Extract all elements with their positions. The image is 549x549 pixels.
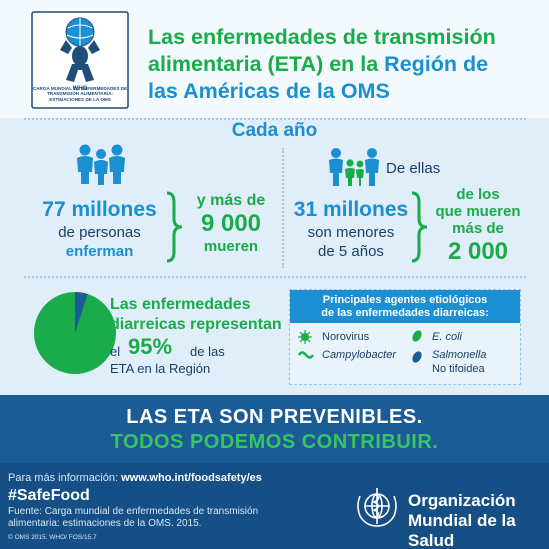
- left-line3: enferman: [65, 243, 134, 260]
- title-line1: Las enfermedades de transmisión: [148, 25, 496, 49]
- salmonella-icon: [412, 351, 422, 363]
- left-deaths-line1: y más de: [196, 192, 266, 209]
- divider-middle: [24, 276, 526, 278]
- people-icon: [77, 144, 125, 185]
- diarrhea-de-las: de las: [190, 344, 225, 359]
- divider-vertical: [282, 148, 284, 268]
- right-deaths-line3: más de: [452, 220, 504, 237]
- left-brace-icon: [166, 191, 183, 263]
- who-emblem-icon: [357, 488, 397, 527]
- agents-heading-line1: Principales agentes etiológicos: [322, 294, 488, 306]
- diarrhea-percent: 95%: [128, 334, 173, 359]
- ecoli-icon: [412, 330, 422, 342]
- banner-line1: LAS ETA SON PREVENIBLES.: [126, 406, 423, 428]
- footer-info-label: Para más información:: [8, 472, 122, 484]
- atlas-logo-icon: WHO: [31, 11, 129, 109]
- copyright: © OMS 2015. WHO/ FOS/15.7: [8, 534, 97, 541]
- source-line2: alimentaria: estimaciones de la OMS. 201…: [8, 518, 202, 529]
- banner-line2: TODOS PODEMOS CONTRIBUIR.: [110, 431, 439, 453]
- agents-heading: Principales agentes etiológicos de las e…: [290, 290, 520, 323]
- agent-ecoli: E. coli: [432, 331, 462, 343]
- footer: [0, 463, 549, 549]
- agents-box: Principales agentes etiológicos de las e…: [289, 289, 521, 385]
- agent-norovirus: Norovirus: [322, 331, 370, 343]
- right-big-number: 31 millones: [293, 198, 409, 221]
- norovirus-icon: [298, 330, 312, 344]
- stats-heading: Cada año: [231, 120, 318, 141]
- left-deaths-line3: mueren: [203, 238, 259, 255]
- pie-slice-minor: [75, 292, 88, 333]
- logo-caption: CARGA MUNDIAL DE ENFERMEDADES DE TRANSMI…: [32, 86, 128, 102]
- diarrhea-line2: diarreicas representan: [110, 316, 282, 333]
- footer-info-link[interactable]: www.who.int/foodsafety/es: [121, 472, 262, 484]
- org-line1: Organización: [408, 491, 516, 510]
- campylobacter-icon: [298, 351, 314, 359]
- left-big-number: 77 millones: [42, 198, 157, 221]
- diarrhea-line1: Las enfermedades: [110, 296, 251, 313]
- title-line2b: Región de: [384, 52, 489, 76]
- left-line2: de personas: [58, 224, 141, 241]
- left-deaths-number: 9 000: [200, 210, 262, 237]
- right-deaths-number: 2 000: [447, 238, 509, 265]
- agents-heading-line2: de las enfermedades diarreicas:: [321, 307, 489, 319]
- right-line2: son menores: [307, 224, 395, 241]
- agent-salmonella: Salmonella: [432, 349, 487, 361]
- right-line3: de 5 años: [318, 243, 384, 260]
- title-line2a: alimentaria (ETA) en la: [148, 52, 385, 76]
- diarrhea-pie-chart: [34, 292, 116, 374]
- right-deaths-line2: que mueren: [435, 203, 521, 220]
- page-title: Las enfermedades de transmisión alimenta…: [148, 24, 540, 105]
- agent-no-tifoidea: No tifoidea: [432, 363, 485, 375]
- diarrhea-el: el: [110, 344, 121, 359]
- agent-campylobacter: Campylobacter: [322, 349, 396, 361]
- source-line1: Fuente: Carga mundial de enfermedades de…: [8, 506, 259, 517]
- right-de-ellas: De ellas: [386, 160, 441, 177]
- diarrhea-line4: ETA en la Región: [110, 361, 211, 376]
- divider-top: [24, 118, 526, 120]
- title-line3: las Américas de la OMS: [148, 79, 390, 103]
- banner: [0, 395, 549, 463]
- family-icon: [329, 148, 379, 186]
- hashtag: #SafeFood: [8, 487, 90, 504]
- svg-text:WHO: WHO: [73, 86, 88, 92]
- right-deaths-line1: de los: [456, 186, 500, 203]
- right-brace-icon: [411, 191, 428, 263]
- footer-info: Para más información: www.who.int/foodsa…: [8, 472, 262, 484]
- org-line2: Mundial de la Salud: [408, 511, 516, 549]
